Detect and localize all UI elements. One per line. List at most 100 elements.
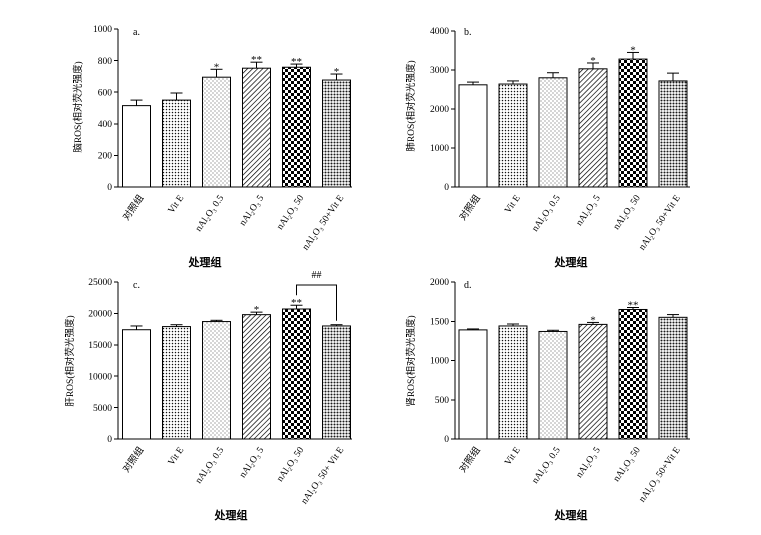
y-tick-label-c-2: 10000 bbox=[88, 372, 112, 382]
y-axis-title-c: 肝ROS(相对荧光强度) bbox=[64, 315, 76, 406]
y-tick-label-d-0: 0 bbox=[444, 435, 449, 445]
x-axis-title-a: 处理组 bbox=[188, 255, 222, 269]
bar-c-nal2o3-0-5 bbox=[202, 321, 231, 440]
error-bar-c-control bbox=[130, 325, 143, 330]
error-bar-b-nal2o3-50-vit-e bbox=[667, 72, 679, 81]
bar-a-nal2o3-50 bbox=[282, 66, 311, 188]
bar-a-nal2o3-5 bbox=[242, 67, 271, 188]
x-tick-label-a-nal2o3-50-vit-e: nAl₂O₃ 50+Vit E bbox=[301, 193, 346, 252]
significance-marker-b-nal2o3-50: * bbox=[630, 44, 636, 56]
panel-label-a: a. bbox=[133, 27, 140, 38]
error-bar-d-nal2o3-50 bbox=[627, 307, 639, 310]
y-tick-label-d-1: 500 bbox=[435, 396, 450, 406]
error-bar-b-control bbox=[467, 81, 479, 85]
error-bar-a-nal2o3-50 bbox=[290, 63, 303, 68]
x-tick-label-d-nal2o3-5: nAl₂O₃ 5 bbox=[575, 445, 603, 479]
comparison-label-c: ## bbox=[312, 270, 322, 281]
x-axis-title-d: 处理组 bbox=[554, 508, 588, 522]
y-tick-label-c-3: 15000 bbox=[88, 341, 112, 351]
x-tick-label-c-nal2o3-50: nAl₂O₃ 50 bbox=[275, 445, 306, 483]
x-tick-label-d-vit-e: Vit E bbox=[503, 445, 523, 467]
significance-marker-c-nal2o3-5: * bbox=[254, 304, 260, 316]
x-tick-label-a-nal2o3-5: nAl₂O₃ 5 bbox=[238, 193, 266, 227]
bar-a-nal2o3-0-5 bbox=[202, 76, 231, 188]
error-bar-d-nal2o3-50-vit-e bbox=[667, 314, 679, 318]
y-tick-label-b-4: 4000 bbox=[430, 27, 449, 37]
chart-panel-b: b. 肺ROS(相对荧光强度) 处理组 0 1000 2000 3000 4000 对照组… bbox=[405, 27, 690, 269]
error-bar-d-nal2o3-0-5 bbox=[547, 329, 559, 332]
x-tick-label-b-control: 对照组 bbox=[457, 192, 483, 223]
bar-a-nal2o3-50-vit-e bbox=[322, 79, 351, 188]
y-axis-title-a: 脑ROS(相对荧光强度) bbox=[72, 61, 84, 152]
error-bar-a-nal2o3-5 bbox=[250, 61, 263, 69]
y-tick-label-d-2: 1000 bbox=[430, 357, 449, 367]
y-tick-label-b-2: 2000 bbox=[430, 105, 449, 115]
y-axis-title-d: 肾ROS(相对荧光强度) bbox=[405, 315, 417, 406]
x-tick-label-c-control: 对照组 bbox=[120, 444, 146, 475]
error-bar-c-nal2o3-5 bbox=[250, 311, 263, 315]
x-axis-title-c: 处理组 bbox=[214, 508, 248, 522]
chart-panel-d: d. 肾ROS(相对荧光强度) 处理组 0 500 1000 1500 2000 对照组 V… bbox=[405, 278, 690, 522]
error-bar-c-nal2o3-0-5 bbox=[210, 319, 223, 322]
y-tick-label-d-4: 2000 bbox=[430, 278, 449, 288]
x-tick-label-c-nal2o3-5: nAl₂O₃ 5 bbox=[238, 445, 266, 479]
x-axis-title-b: 处理组 bbox=[554, 255, 588, 269]
x-tick-label-a-nal2o3-50: nAl₂O₃ 50 bbox=[275, 193, 306, 231]
significance-marker-d-nal2o3-5: * bbox=[590, 314, 596, 326]
bar-d-nal2o3-0-5 bbox=[538, 330, 568, 440]
bar-c-nal2o3-50 bbox=[282, 308, 311, 440]
error-bar-b-nal2o3-0-5 bbox=[547, 72, 559, 78]
bar-d-nal2o3-50 bbox=[618, 308, 648, 440]
bar-a-vit-e bbox=[162, 99, 191, 188]
y-tick-label-c-1: 5000 bbox=[93, 404, 112, 414]
bar-b-vit-e bbox=[498, 83, 528, 188]
x-tick-label-b-nal2o3-50: nAl₂O₃ 50 bbox=[612, 193, 643, 231]
bar-b-nal2o3-5 bbox=[578, 68, 608, 188]
y-tick-label-b-1: 1000 bbox=[430, 144, 449, 154]
error-bar-c-vit-e bbox=[170, 324, 183, 327]
bar-b-nal2o3-0-5 bbox=[538, 77, 568, 188]
y-tick-label-a-2: 400 bbox=[98, 120, 113, 130]
x-tick-label-d-control: 对照组 bbox=[457, 444, 483, 475]
chart-panel-a: a. 脑ROS(相对荧光强度) 处理组 0 200 400 600 800 1000 对照组… bbox=[72, 25, 352, 269]
x-tick-label-b-nal2o3-50-vit-e: nAl₂O₃ 50+Vit E bbox=[637, 193, 682, 252]
bar-d-nal2o3-50-vit-e bbox=[658, 316, 688, 440]
error-bar-a-vit-e bbox=[170, 92, 183, 101]
significance-marker-b-nal2o3-5: * bbox=[590, 55, 596, 67]
bar-a-control bbox=[122, 105, 151, 188]
error-bar-b-vit-e bbox=[507, 80, 519, 85]
x-tick-label-c-nal2o3-50-vit-e: nAl₂O₃ 50+ Vit E bbox=[300, 445, 347, 506]
error-bar-a-nal2o3-0-5 bbox=[210, 68, 223, 78]
error-bar-c-nal2o3-50 bbox=[290, 304, 303, 310]
bar-b-control bbox=[458, 84, 488, 188]
bar-d-control bbox=[458, 329, 488, 440]
significance-marker-a-nal2o3-5: ** bbox=[251, 54, 262, 66]
error-bar-c-nal2o3-50-vit-e bbox=[330, 324, 343, 326]
error-bar-b-nal2o3-50 bbox=[627, 51, 639, 60]
x-tick-label-d-nal2o3-50-vit-e: nAl₂O₃ 50+Vit E bbox=[637, 445, 682, 504]
bar-c-nal2o3-50-vit-e bbox=[322, 325, 351, 440]
bar-c-control bbox=[122, 329, 151, 440]
error-bar-d-vit-e bbox=[507, 323, 519, 326]
y-tick-label-a-3: 600 bbox=[98, 88, 113, 98]
significance-marker-c-nal2o3-50: ** bbox=[291, 297, 302, 309]
x-tick-label-b-nal2o3-0-5: nAl₂O₃ 0.5 bbox=[531, 193, 563, 233]
x-tick-label-d-nal2o3-0-5: nAl₂O₃ 0.5 bbox=[531, 445, 563, 485]
x-tick-label-c-nal2o3-0-5: nAl₂O₃ 0.5 bbox=[194, 445, 226, 485]
y-axis-title-b: 肺ROS(相对荧光强度) bbox=[405, 60, 417, 151]
x-tick-label-a-vit-e: Vit E bbox=[167, 193, 187, 215]
y-tick-label-c-5: 25000 bbox=[88, 278, 112, 288]
bar-d-nal2o3-5 bbox=[578, 323, 608, 440]
x-tick-label-a-nal2o3-0-5: nAl₂O₃ 0.5 bbox=[194, 193, 226, 233]
error-bar-a-nal2o3-50-vit-e bbox=[330, 73, 343, 81]
error-bar-d-nal2o3-5 bbox=[587, 321, 599, 325]
x-tick-label-b-nal2o3-5: nAl₂O₃ 5 bbox=[575, 193, 603, 227]
significance-marker-a-nal2o3-50: ** bbox=[291, 56, 302, 68]
bar-c-vit-e bbox=[162, 326, 191, 440]
panel-label-d: d. bbox=[464, 280, 472, 291]
comparison-bracket-c bbox=[296, 284, 337, 321]
error-bar-d-control bbox=[467, 328, 479, 330]
y-tick-label-c-4: 20000 bbox=[88, 310, 112, 320]
bar-b-nal2o3-50 bbox=[618, 58, 648, 188]
significance-marker-d-nal2o3-50: ** bbox=[628, 300, 639, 312]
